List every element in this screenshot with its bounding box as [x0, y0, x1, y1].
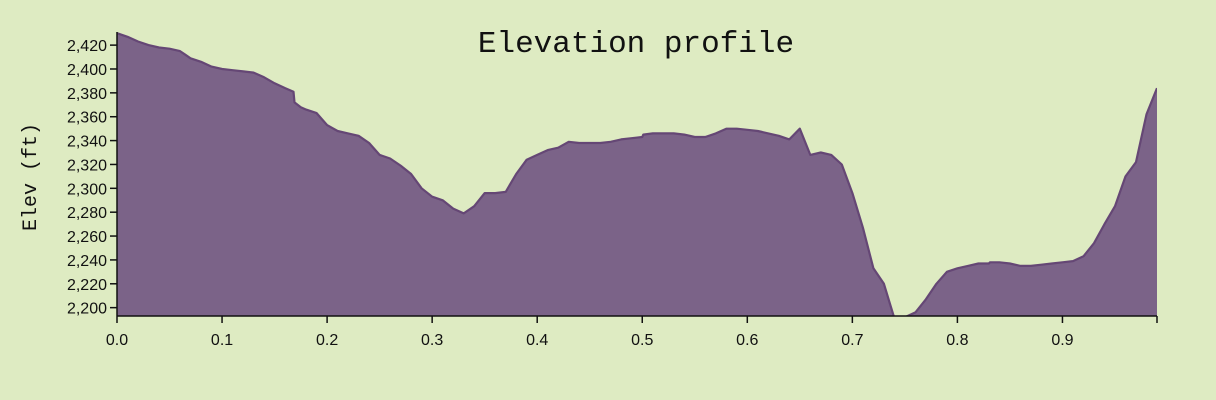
- x-tick-label: 0.7: [841, 332, 863, 349]
- y-tick-label: 2,280: [67, 205, 107, 222]
- x-tick-label: 0.5: [631, 332, 653, 349]
- x-tick-label: 0.4: [526, 332, 548, 349]
- x-tick-label: 0.0: [106, 332, 128, 349]
- y-tick-label: 2,400: [67, 62, 107, 79]
- elevation-area: [117, 33, 1157, 316]
- y-tick-label: 2,260: [67, 229, 107, 246]
- x-tick-label: 0.6: [736, 332, 758, 349]
- y-tick-label: 2,240: [67, 253, 107, 270]
- elevation-line: [117, 32, 1157, 316]
- x-axis: 0.0 0.1 0.2 0.3 0.4 0.5 0.6 0.7 0.8 0.9: [106, 315, 1158, 349]
- y-tick-label: 2,340: [67, 134, 107, 151]
- x-tick-label: 0.2: [316, 332, 338, 349]
- x-tick-label: 0.9: [1051, 332, 1073, 349]
- y-tick-label: 2,200: [67, 301, 107, 318]
- x-tick-label: 0.3: [421, 332, 443, 349]
- y-tick-label: 2,380: [67, 86, 107, 103]
- y-tick-label: 2,300: [67, 181, 107, 198]
- y-axis: 2,200 2,220 2,240 2,260 2,280 2,300 2,320 2,340…: [67, 32, 118, 318]
- plot-area: [117, 32, 1157, 316]
- y-axis-label: Elev (ft): [20, 123, 43, 231]
- y-tick-label: 2,420: [67, 38, 107, 55]
- y-tick-label: 2,360: [67, 110, 107, 127]
- chart-title: Elevation profile: [478, 27, 794, 62]
- y-tick-label: 2,320: [67, 157, 107, 174]
- x-tick-label: 0.1: [211, 332, 233, 349]
- y-tick-label: 2,220: [67, 277, 107, 294]
- x-tick-label: 0.8: [946, 332, 968, 349]
